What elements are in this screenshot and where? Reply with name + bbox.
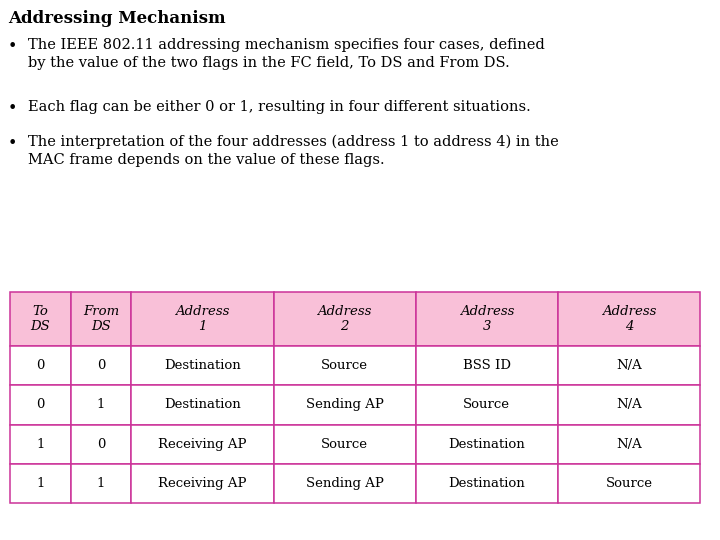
Bar	[415, 292, 558, 346]
Bar	[132, 346, 274, 385]
Text: N/A: N/A	[616, 359, 642, 372]
Bar	[71, 292, 132, 346]
Text: Source: Source	[321, 359, 368, 372]
Text: •: •	[8, 100, 17, 117]
Text: Receiving AP: Receiving AP	[158, 477, 247, 490]
Bar	[274, 385, 415, 424]
Text: Each flag can be either 0 or 1, resulting in four different situations.: Each flag can be either 0 or 1, resultin…	[28, 100, 531, 114]
Text: The interpretation of the four addresses (address 1 to address 4) in the
MAC fra: The interpretation of the four addresses…	[28, 135, 559, 167]
Text: 1: 1	[36, 477, 45, 490]
Bar	[415, 464, 558, 503]
Bar	[132, 424, 274, 464]
Text: Source: Source	[463, 399, 510, 411]
Text: Sending AP: Sending AP	[306, 399, 384, 411]
Bar	[71, 346, 132, 385]
Text: Addressing Mechanism: Addressing Mechanism	[8, 10, 225, 27]
Bar	[558, 346, 700, 385]
Bar	[415, 424, 558, 464]
Text: Destination: Destination	[449, 437, 525, 450]
Text: Receiving AP: Receiving AP	[158, 437, 247, 450]
Bar	[558, 464, 700, 503]
Text: To
DS: To DS	[30, 305, 50, 333]
Text: 0: 0	[97, 359, 105, 372]
Bar	[132, 292, 274, 346]
Text: •: •	[8, 38, 17, 55]
Bar	[132, 464, 274, 503]
Bar	[10, 346, 71, 385]
Text: 1: 1	[97, 477, 105, 490]
Bar	[274, 464, 415, 503]
Text: Destination: Destination	[164, 359, 241, 372]
Text: 1: 1	[36, 437, 45, 450]
Bar	[274, 424, 415, 464]
Text: Destination: Destination	[449, 477, 525, 490]
Text: •: •	[8, 135, 17, 152]
Bar	[415, 385, 558, 424]
Bar	[10, 385, 71, 424]
Bar	[10, 424, 71, 464]
Bar	[558, 424, 700, 464]
Text: From
DS: From DS	[83, 305, 120, 333]
Text: Address
4: Address 4	[602, 305, 656, 333]
Text: The IEEE 802.11 addressing mechanism specifies four cases, defined
by the value : The IEEE 802.11 addressing mechanism spe…	[28, 38, 545, 70]
Text: N/A: N/A	[616, 399, 642, 411]
Text: Address
1: Address 1	[176, 305, 230, 333]
Bar	[10, 292, 71, 346]
Text: 0: 0	[36, 359, 45, 372]
Text: 0: 0	[97, 437, 105, 450]
Bar	[71, 464, 132, 503]
Bar	[71, 424, 132, 464]
Bar	[558, 385, 700, 424]
Bar	[274, 292, 415, 346]
Bar	[558, 292, 700, 346]
Text: BSS ID: BSS ID	[463, 359, 510, 372]
Text: Sending AP: Sending AP	[306, 477, 384, 490]
Text: Address
2: Address 2	[318, 305, 372, 333]
Text: Address
3: Address 3	[459, 305, 514, 333]
Text: 0: 0	[36, 399, 45, 411]
Text: Destination: Destination	[164, 399, 241, 411]
Text: 1: 1	[97, 399, 105, 411]
Bar	[415, 346, 558, 385]
Bar	[10, 464, 71, 503]
Text: Source: Source	[321, 437, 368, 450]
Bar	[132, 385, 274, 424]
Text: N/A: N/A	[616, 437, 642, 450]
Text: Source: Source	[606, 477, 652, 490]
Bar	[274, 346, 415, 385]
Bar	[71, 385, 132, 424]
